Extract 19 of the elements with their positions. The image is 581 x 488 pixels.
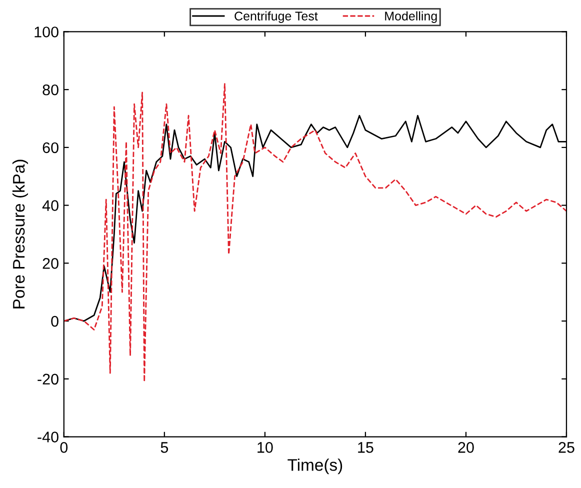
x-tick-label: 20 — [458, 442, 474, 453]
x-tick-label: 25 — [558, 442, 574, 453]
y-tick-label: 60 — [42, 142, 58, 154]
legend-label: Modelling — [385, 11, 437, 23]
x-tick-label: 15 — [358, 442, 374, 453]
y-tick-label: 100 — [34, 26, 58, 38]
y-axis-title: Pore Pressure (kPa) — [12, 160, 28, 308]
line-series — [64, 83, 566, 382]
y-tick-label: -40 — [38, 432, 58, 442]
y-tick-label: 20 — [42, 258, 58, 269]
x-tick-label: 10 — [258, 442, 273, 453]
y-tick-label: 80 — [42, 84, 58, 96]
y-tick-label: 40 — [42, 200, 58, 211]
legend-label: Centrifuge Test — [234, 11, 318, 23]
x-tick-label: 5 — [160, 442, 168, 453]
x-axis-title: Time(s) — [288, 458, 342, 474]
y-tick-label: -20 — [38, 374, 58, 385]
x-tick-label: 0 — [60, 442, 68, 453]
y-tick-label: 0 — [51, 316, 58, 327]
